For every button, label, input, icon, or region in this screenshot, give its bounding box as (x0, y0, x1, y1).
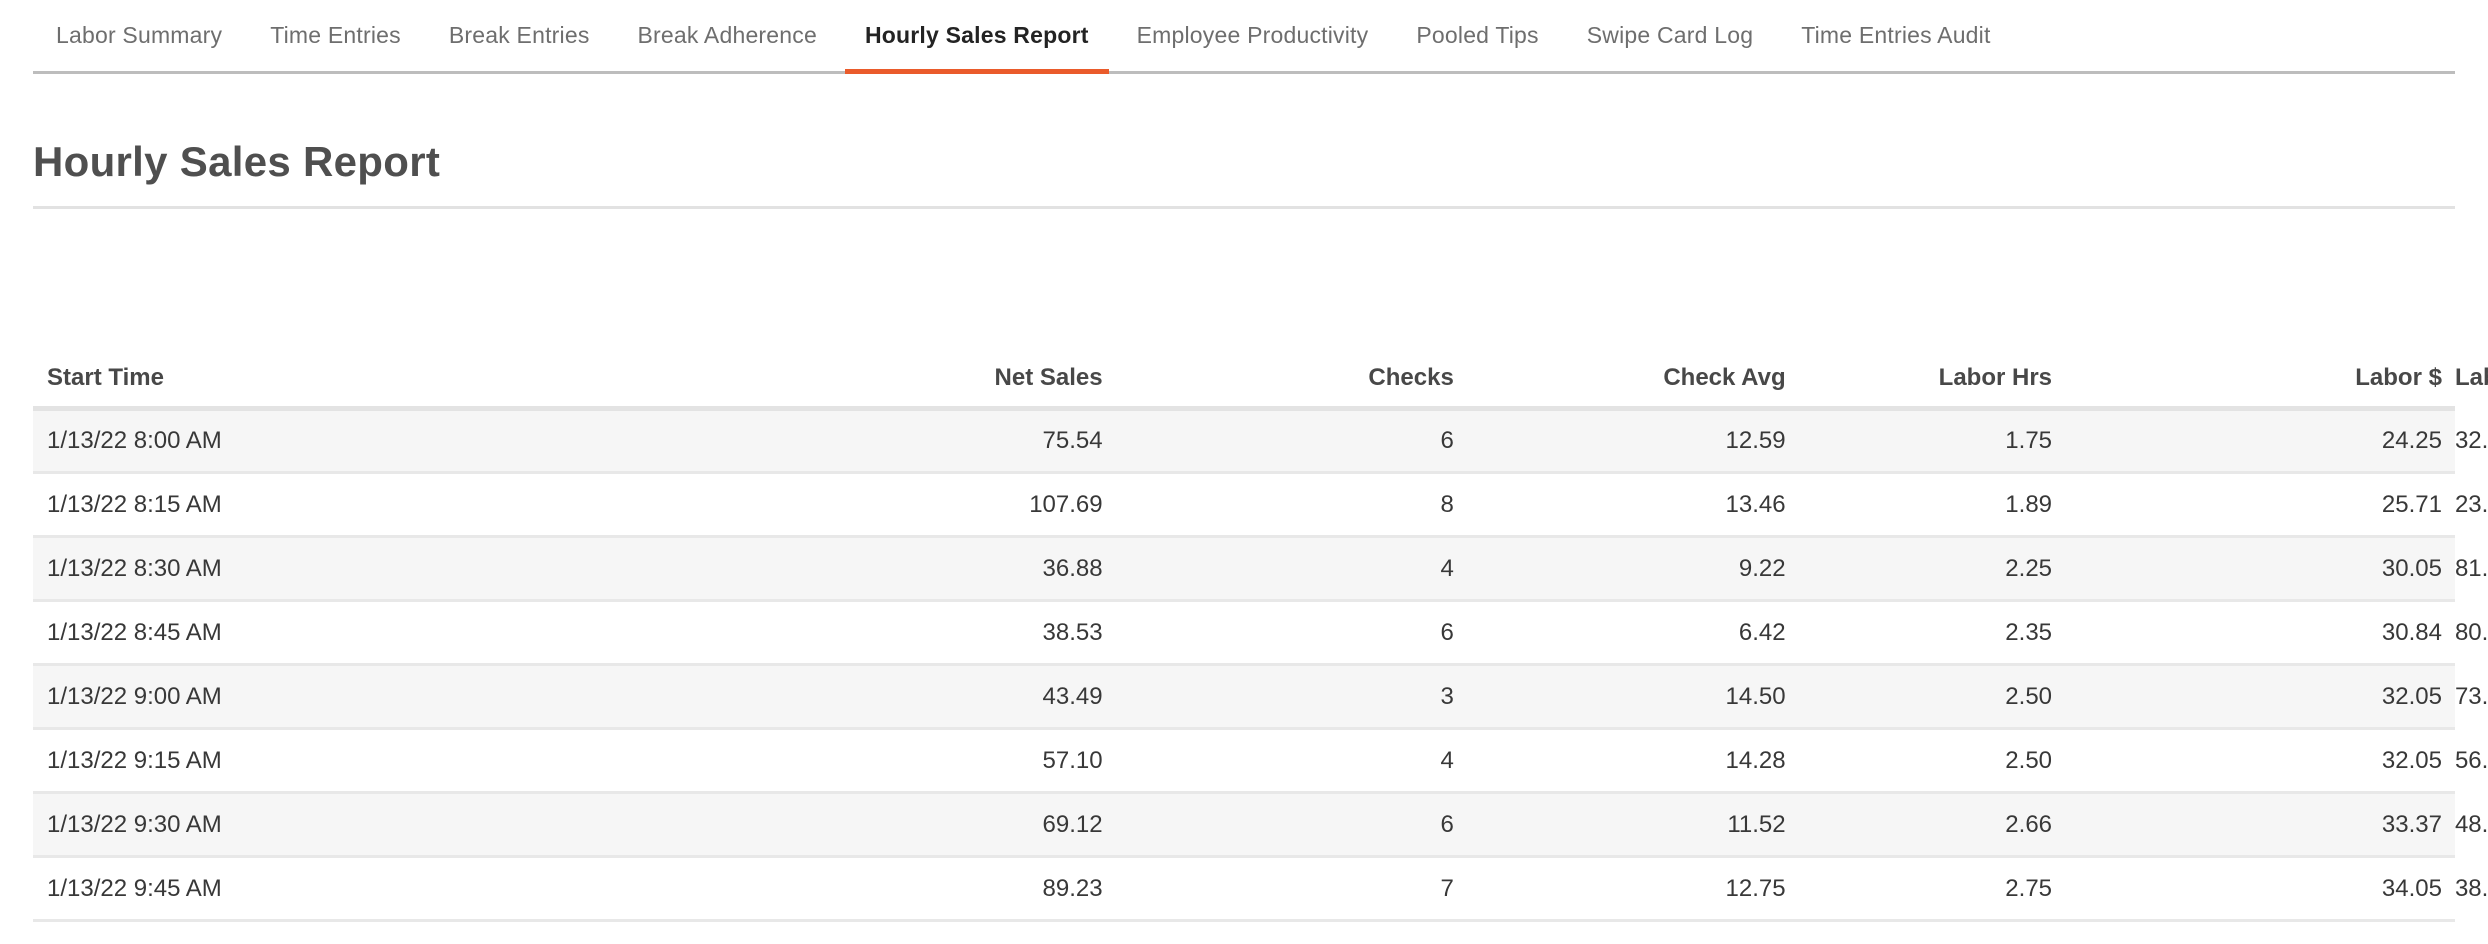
table-row: 1/13/22 8:00 AM 75.54 6 12.59 1.75 24.25… (33, 408, 2488, 473)
tab-break-adherence[interactable]: Break Adherence (637, 22, 817, 48)
cell-checks: 4 (1440, 746, 1454, 774)
tab-employee-productivity[interactable]: Employee Productivity (1136, 22, 1369, 48)
title-divider (33, 206, 2455, 210)
cell-labor-dollars: 32.05 (2381, 746, 2442, 774)
cell-net-sales: 89.23 (1042, 874, 1103, 902)
cell-checks: 6 (1440, 618, 1454, 646)
cell-labor-dollars: 33.37 (2381, 810, 2442, 838)
cell-labor-hrs: 2.66 (2005, 810, 2053, 838)
table-header-row: Start Time Net Sales Checks Check Avg La… (33, 364, 2488, 412)
cell-start-time: 1/13/22 9:45 AM (47, 874, 222, 902)
tab-pooled-tips[interactable]: Pooled Tips (1416, 22, 1539, 48)
cell-check-avg: 11.52 (1727, 810, 1786, 838)
cell-labor-hrs: 2.50 (2005, 746, 2053, 774)
cell-check-avg: 12.75 (1725, 874, 1786, 902)
report-tabs: Labor Summary Time Entries Break Entries… (33, 0, 2455, 74)
cell-start-time: 1/13/22 9:15 AM (47, 746, 222, 774)
table-row: 1/13/22 9:30 AM 69.12 6 11.52 2.66 33.37… (33, 792, 2488, 857)
cell-labor-hrs: 2.25 (2005, 554, 2053, 582)
cell-start-time: 1/13/22 8:15 AM (47, 490, 222, 518)
table-row: 1/13/22 9:00 AM 43.49 3 14.50 2.50 32.05… (33, 664, 2488, 729)
cell-check-avg: 9.22 (1738, 554, 1786, 582)
column-header-net-sales: Net Sales (854, 364, 1116, 412)
cell-labor-dollars: 32.05 (2381, 682, 2442, 710)
cell-check-avg: 14.28 (1725, 746, 1786, 774)
cell-net-sales: 69.12 (1042, 810, 1103, 838)
cell-labor-dollars: 30.05 (2381, 554, 2442, 582)
cell-labor-hrs: 2.50 (2005, 682, 2053, 710)
table-row: 1/13/22 8:15 AM 107.69 8 13.46 1.89 25.7… (33, 473, 2488, 537)
hourly-sales-table: Start Time Net Sales Checks Check Avg La… (33, 364, 2488, 922)
cell-checks: 3 (1440, 682, 1454, 710)
column-header-labor-hrs: Labor Hrs (1798, 364, 2066, 412)
table-row: 1/13/22 8:30 AM 36.88 4 9.22 2.25 30.05 … (33, 536, 2488, 601)
page-title: Hourly Sales Report (33, 138, 441, 185)
cell-net-sales: 38.53 (1042, 618, 1103, 646)
column-header-checks: Checks (1115, 364, 1467, 412)
cell-start-time: 1/13/22 8:30 AM (47, 554, 222, 582)
cell-checks: 8 (1440, 490, 1454, 518)
table-body: 1/13/22 8:00 AM 75.54 6 12.59 1.75 24.25… (33, 408, 2488, 921)
cell-net-sales: 75.54 (1042, 427, 1103, 455)
cell-labor-hrs: 2.35 (2005, 618, 2053, 646)
cell-check-avg: 14.50 (1725, 682, 1786, 710)
table-row: 1/13/22 8:45 AM 38.53 6 6.42 2.35 30.84 … (33, 601, 2488, 665)
cell-check-avg: 13.46 (1725, 490, 1786, 518)
cell-net-sales: 36.88 (1042, 554, 1103, 582)
cell-labor-hrs: 2.75 (2005, 874, 2053, 902)
cell-labor-dollars: 24.25 (2381, 427, 2442, 455)
cell-net-sales: 57.10 (1042, 746, 1103, 774)
cell-labor-hrs: 1.75 (2005, 427, 2053, 455)
cell-labor-hrs: 1.89 (2005, 490, 2053, 518)
cell-start-time: 1/13/22 9:30 AM (47, 810, 222, 838)
tab-time-entries-audit[interactable]: Time Entries Audit (1801, 22, 1991, 48)
cell-checks: 6 (1440, 810, 1454, 838)
cell-labor-dollars: 30.84 (2381, 618, 2442, 646)
cell-start-time: 1/13/22 8:00 AM (47, 427, 222, 455)
cell-start-time: 1/13/22 9:00 AM (47, 682, 222, 710)
cell-check-avg: 12.59 (1725, 427, 1786, 455)
tab-labor-summary[interactable]: Labor Summary (56, 22, 223, 48)
cell-net-sales: 107.69 (1029, 490, 1103, 518)
column-header-labor-dollars: Labor $ (2065, 364, 2455, 412)
tab-hourly-sales-report[interactable]: Hourly Sales Report (845, 0, 1109, 74)
cell-checks: 7 (1440, 874, 1454, 902)
report-table-container: Start Time Net Sales Checks Check Avg La… (33, 364, 2488, 922)
column-header-start-time: Start Time (33, 364, 855, 412)
cell-start-time: 1/13/22 8:45 AM (47, 618, 222, 646)
cell-labor-dollars: 34.05 (2381, 874, 2442, 902)
tab-time-entries[interactable]: Time Entries (270, 22, 401, 48)
tab-swipe-card-log[interactable]: Swipe Card Log (1586, 22, 1754, 48)
cell-check-avg: 6.42 (1738, 618, 1786, 646)
cell-net-sales: 43.49 (1042, 682, 1103, 710)
cell-checks: 6 (1440, 427, 1454, 455)
table-row: 1/13/22 9:15 AM 57.10 4 14.28 2.50 32.05… (33, 729, 2488, 793)
table-row: 1/13/22 9:45 AM 89.23 7 12.75 2.75 34.05… (33, 857, 2488, 921)
cell-checks: 4 (1440, 554, 1454, 582)
tab-break-entries[interactable]: Break Entries (448, 22, 590, 48)
cell-labor-dollars: 25.71 (2381, 490, 2442, 518)
column-header-check-avg: Check Avg (1466, 364, 1799, 412)
